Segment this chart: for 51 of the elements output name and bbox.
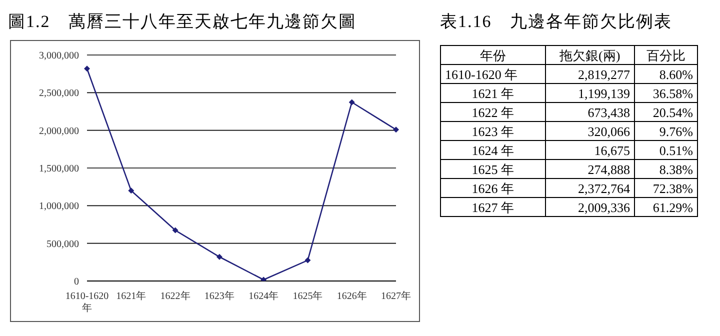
text: 1626 年 [440,178,546,198]
chart-title: 圖1.2 萬曆三十八年至天啟七年九邊節欠圖 [8,11,356,33]
text: 百分比 [634,46,698,64]
y-tick-label: 500,000 [46,238,79,250]
text: 表1.16 九邊各年節欠比例表 [440,11,673,33]
text: 年份 [440,46,546,64]
text: 16,675 [545,140,635,160]
x-tick-label: 1622年 [160,290,190,302]
y-tick-label: 1,500,000 [39,164,79,175]
x-tick-label: 1627年 [381,290,411,302]
text: 8.38% [634,160,698,178]
text: 61.29% [634,198,698,216]
text: 320,066 [545,122,635,140]
y-tick-label: 3,000,000 [39,50,79,62]
x-tick-label: 1626年 [336,290,367,302]
text: 274,888 [545,160,635,178]
point [84,66,90,72]
x-tick-label: 1623年 [204,290,234,302]
text: 1,199,139 [545,84,635,102]
y-tick-label: 1,000,000 [39,201,79,212]
text: 1624 年 [440,140,546,160]
text: 1625 年 [440,160,546,178]
point [216,254,222,260]
text: 1621 年 [440,84,546,102]
point [172,227,178,234]
point [304,257,311,264]
x-tick-label: 1621年 [116,290,146,302]
text: 1623 年 [440,122,546,140]
y-tick-label: 2,500,000 [39,88,79,100]
point [348,99,355,106]
x-tick-label: 1610-1620年 [65,291,109,314]
text: 1610-1620 年 [440,64,546,84]
text: 9.76% [634,122,698,140]
text: 72.38% [634,178,698,198]
text: 8.60% [634,64,698,84]
y-tick-label: 0 [74,276,79,288]
text: 20.54% [634,102,698,122]
text: 673,438 [545,102,635,122]
point [393,126,399,133]
text: 1627 年 [440,198,546,216]
text: 拖欠銀(兩) [545,46,635,64]
point [128,188,134,194]
text: 0.51% [634,140,698,160]
y-tick-label: 2,000,000 [39,126,79,137]
text: 36.58% [634,84,698,102]
text: 2,372,764 [545,178,635,198]
text: 2,009,336 [545,198,635,216]
text: 2,819,277 [545,64,635,84]
x-tick-label: 1624年 [248,290,279,302]
x-tick-label: 1625年 [292,290,323,302]
text: 1622 年 [440,102,546,122]
